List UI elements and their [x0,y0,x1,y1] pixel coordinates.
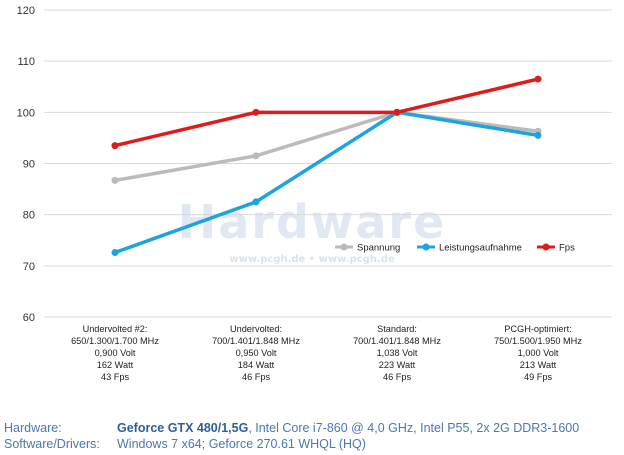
data-point-leistungsaufnahme [252,198,260,206]
legend-marker-spannung [340,243,348,251]
legend-marker-leistungsaufnahme [422,243,430,251]
footer-hardware-label: Hardware: [4,421,62,435]
x-category-line: Undervolted #2: [83,324,148,334]
y-tick-label: 110 [17,56,35,68]
data-point-fps [252,108,260,116]
series-line-fps [113,77,540,148]
series-points [111,75,542,257]
x-category-line: 184 Watt [238,360,275,370]
x-category-line: 213 Watt [520,360,557,370]
data-point-spannung [252,152,260,160]
x-category-line: 700/1.401/1.848 MHz [353,336,441,346]
x-category-line: 750/1.500/1.950 MHz [494,336,582,346]
x-axis-categories: Undervolted #2: 650/1.300/1.700 MHz 0,900 … [71,324,582,382]
data-point-leistungsaufnahme [111,249,119,257]
y-tick-label: 90 [23,159,35,171]
legend-label-spannung: Spannung [357,243,400,254]
x-category-line: 650/1.300/1.700 MHz [71,336,159,346]
data-point-fps [111,142,119,150]
footer-software: Software/Drivers: Windows 7 x64; Geforce … [4,437,366,451]
watermark: Hardware www.pcgh.de • www.pcgh.de [178,195,447,265]
x-category-line: Undervolted: [230,324,282,334]
x-category-line: 1,000 Volt [518,348,559,358]
series-lines [113,77,540,255]
data-point-leistungsaufnahme [534,131,542,139]
footer-hardware-rest: , Intel Core i7-860 @ 4,0 GHz, Intel P55… [248,421,580,435]
data-point-fps [393,108,401,116]
y-tick-label: 100 [17,107,35,119]
x-category-label: Standard: 700/1.401/1.848 MHz 1,038 Volt 22… [353,324,441,382]
x-category-label: Undervolted: 700/1.401/1.848 MHz 0,950 Vol… [212,324,300,382]
footer-hardware-gpu: Geforce GTX 480/1,5G [117,421,249,435]
x-category-line: 43 Fps [101,372,129,382]
watermark-main: Hardware [178,195,447,249]
data-point-fps [534,75,542,83]
y-axis-ticks: 60 70 80 90 100 110 120 [17,5,35,324]
data-point-spannung [111,176,119,184]
series-line-spannung [113,110,540,183]
gridlines [44,9,612,318]
y-tick-label: 80 [23,210,35,222]
y-tick-label: 120 [17,5,35,17]
watermark-sub: www.pcgh.de • www.pcgh.de [229,254,395,265]
x-category-line: 46 Fps [242,372,270,382]
x-category-line: 223 Watt [379,360,416,370]
x-category-line: PCGH-optimiert: [504,324,571,334]
footer-hardware: Hardware: Geforce GTX 480/1,5G, Intel Cor… [4,421,579,435]
x-category-line: 162 Watt [97,360,134,370]
y-tick-label: 70 [23,261,35,273]
x-category-label: Undervolted #2: 650/1.300/1.700 MHz 0,900 … [71,324,159,382]
x-category-label: PCGH-optimiert: 750/1.500/1.950 MHz 1,000 … [494,324,582,382]
x-category-line: 49 Fps [524,372,552,382]
x-category-line: 0,950 Volt [236,348,277,358]
series-line-leistungsaufnahme [113,110,540,255]
legend: Spannung Leistungsaufnahme Fps [335,243,575,254]
legend-marker-fps [542,243,550,251]
footer-software-label: Software/Drivers: [4,437,100,451]
x-category-line: Standard: [377,324,417,334]
y-tick-label: 60 [23,312,35,324]
legend-label-fps: Fps [559,243,575,254]
x-category-line: 1,038 Volt [377,348,418,358]
x-category-line: 0,900 Volt [95,348,136,358]
legend-label-leistungsaufnahme: Leistungsaufnahme [439,243,522,254]
x-category-line: 700/1.401/1.848 MHz [212,336,300,346]
x-category-line: 46 Fps [383,372,411,382]
footer-software-value: Windows 7 x64; Geforce 270.61 WHQL (HQ) [117,437,366,451]
